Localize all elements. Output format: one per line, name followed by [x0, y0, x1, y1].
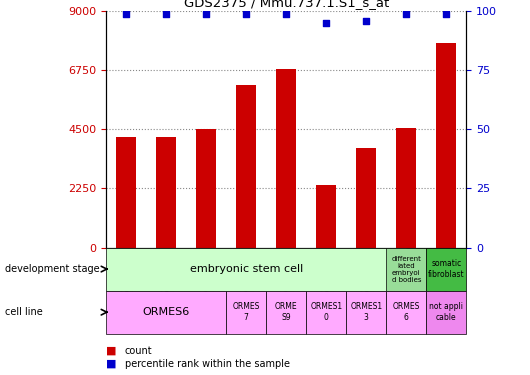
Text: cell line: cell line	[5, 307, 43, 317]
Point	[242, 10, 250, 16]
Text: not appli
cable: not appli cable	[429, 303, 463, 322]
Text: ORMES
7: ORMES 7	[233, 303, 260, 322]
Point	[402, 10, 411, 16]
Bar	[196, 129, 216, 248]
Point	[442, 10, 450, 16]
Bar	[346, 291, 386, 334]
Text: ORMES
6: ORMES 6	[393, 303, 420, 322]
Text: percentile rank within the sample: percentile rank within the sample	[125, 359, 289, 369]
Title: GDS2375 / Mmu.737.1.S1_s_at: GDS2375 / Mmu.737.1.S1_s_at	[183, 0, 389, 9]
Text: ■: ■	[106, 346, 117, 355]
Bar	[426, 248, 466, 291]
Bar	[106, 248, 407, 291]
Bar	[116, 137, 136, 248]
Point	[322, 20, 331, 26]
Text: ORMES1
3: ORMES1 3	[350, 303, 382, 322]
Text: embryonic stem cell: embryonic stem cell	[190, 264, 303, 274]
Bar	[276, 69, 296, 248]
Bar	[236, 85, 256, 248]
Bar	[386, 248, 426, 291]
Bar	[436, 43, 456, 248]
Point	[362, 18, 370, 24]
Bar	[266, 291, 306, 334]
Point	[282, 10, 290, 16]
Bar	[156, 137, 176, 248]
Text: development stage: development stage	[5, 264, 100, 274]
Text: different
iated
embryoi
d bodies: different iated embryoi d bodies	[391, 256, 421, 283]
Text: ORMES6: ORMES6	[143, 307, 190, 317]
Point	[162, 10, 170, 16]
Bar	[396, 128, 417, 248]
Text: ■: ■	[106, 359, 117, 369]
Bar	[386, 291, 426, 334]
Bar	[106, 291, 226, 334]
Text: ORME
S9: ORME S9	[275, 303, 297, 322]
Text: ORMES1
0: ORMES1 0	[310, 303, 342, 322]
Point	[202, 10, 210, 16]
Bar	[356, 148, 376, 248]
Text: somatic
fibroblast: somatic fibroblast	[428, 260, 465, 279]
Text: count: count	[125, 346, 152, 355]
Point	[122, 10, 130, 16]
Bar	[426, 291, 466, 334]
Bar	[226, 291, 266, 334]
Bar	[316, 184, 336, 248]
Bar	[306, 291, 346, 334]
